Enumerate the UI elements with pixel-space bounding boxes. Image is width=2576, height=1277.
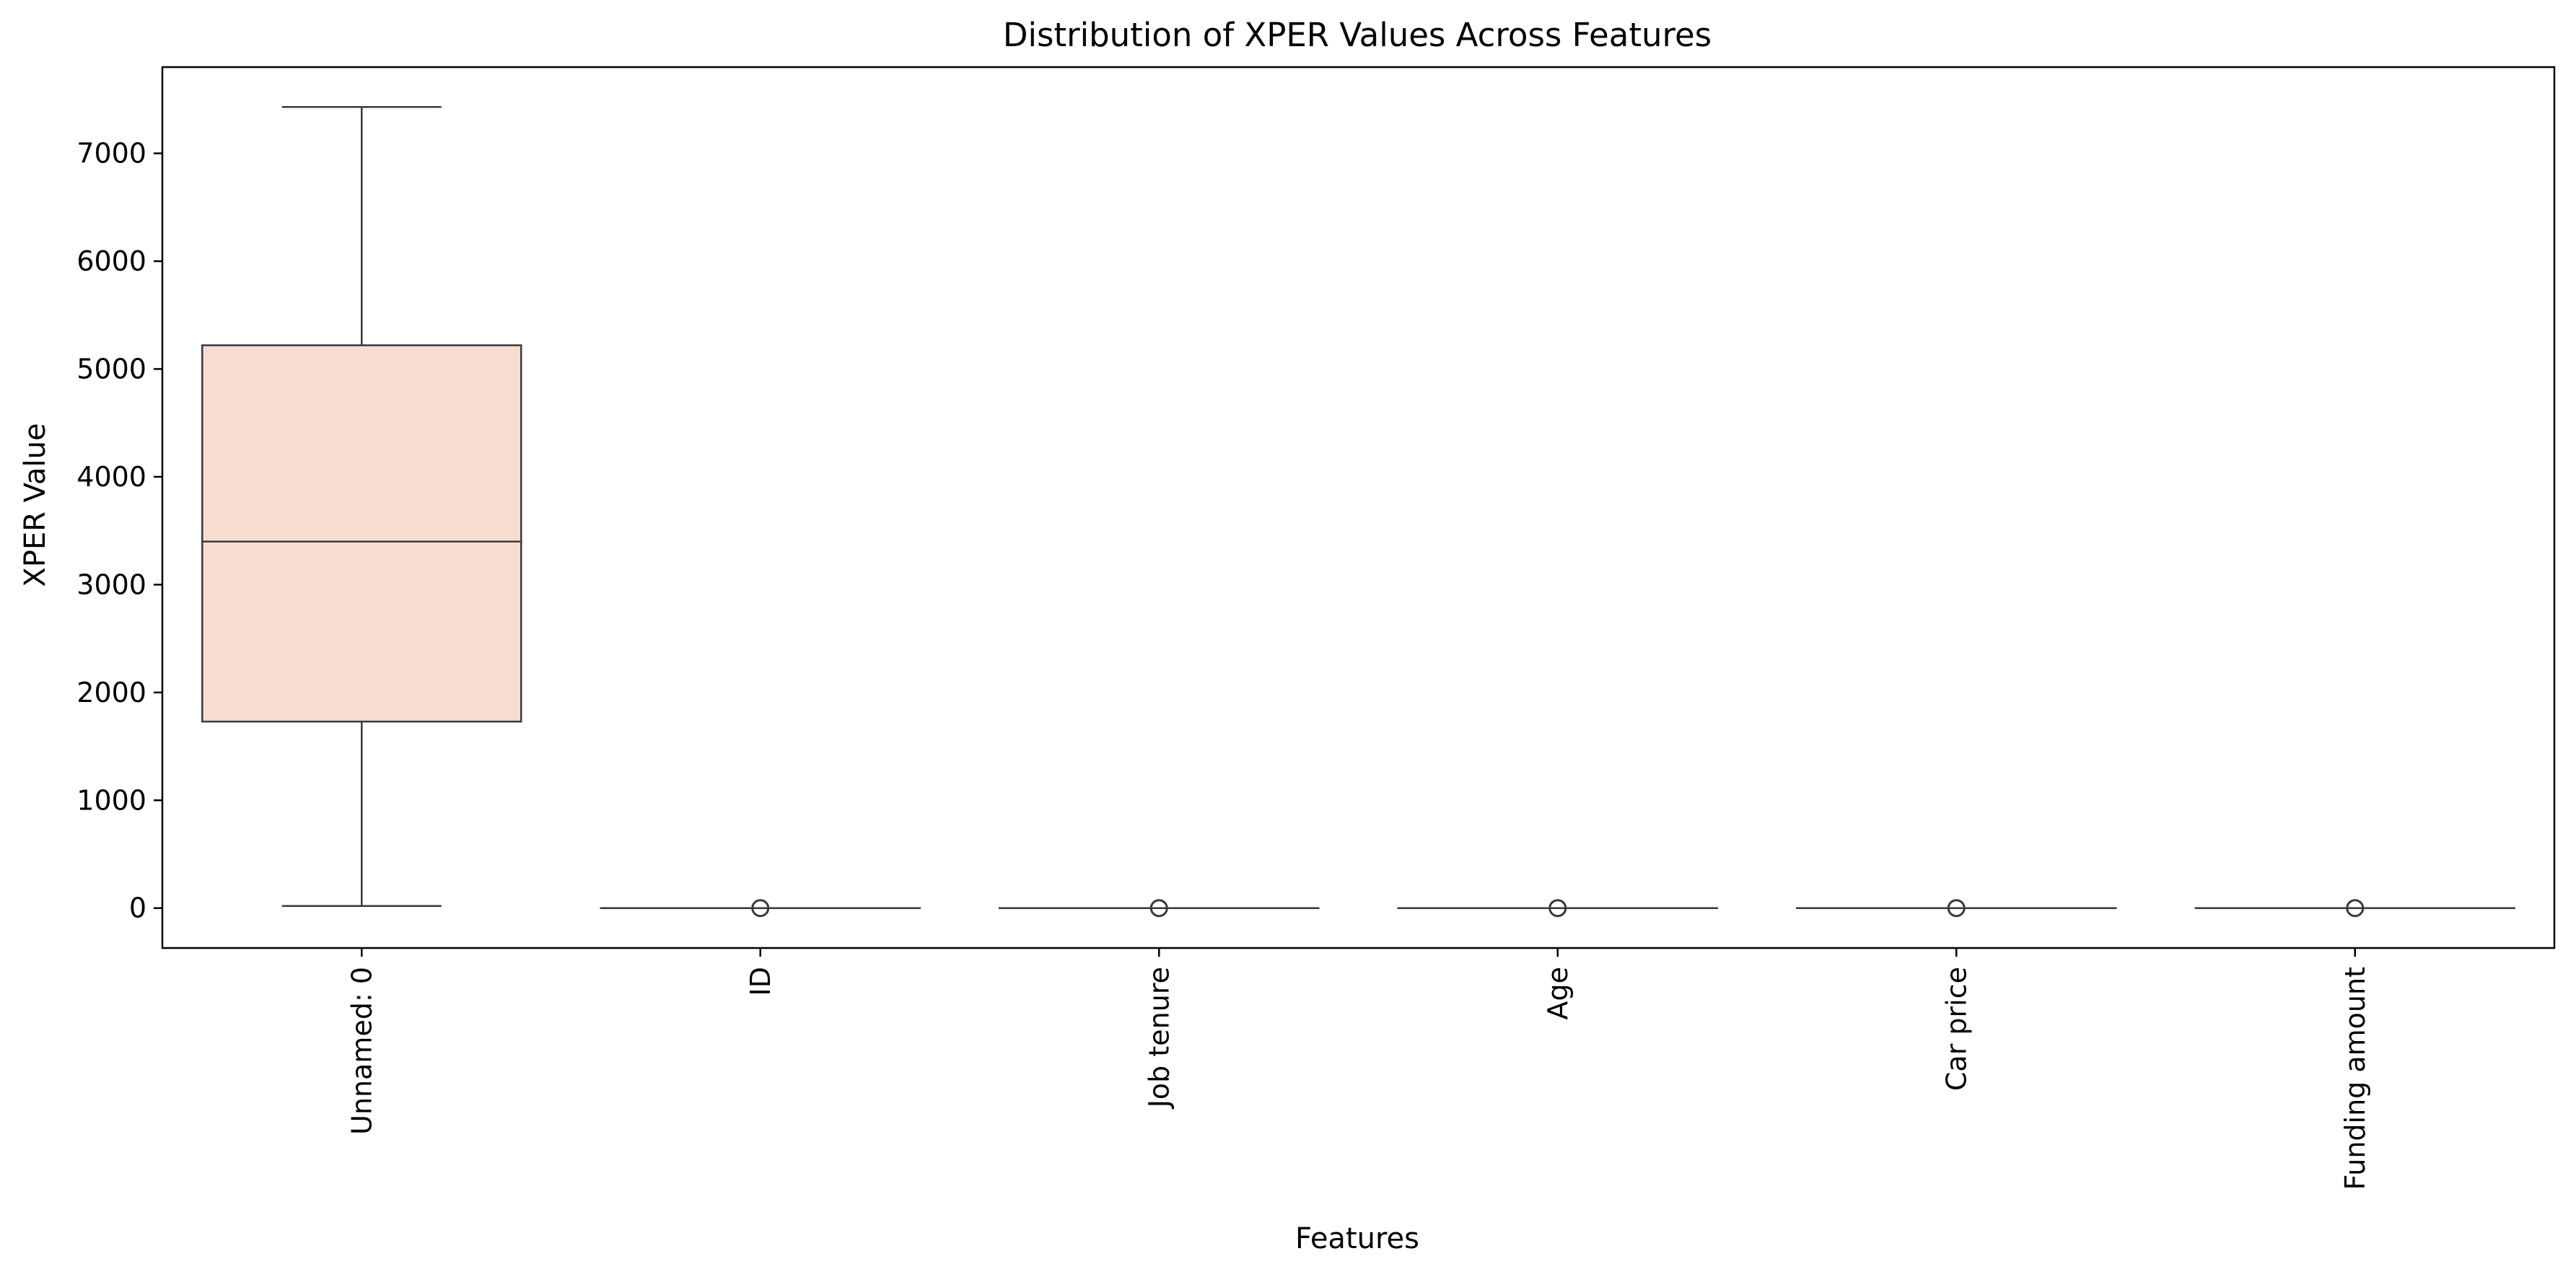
outlier-point: [1548, 899, 1567, 918]
y-tick-label: 4000: [76, 461, 146, 493]
outlier-point: [2346, 899, 2365, 918]
box-3: [1397, 899, 1718, 918]
outlier-point: [1149, 899, 1168, 918]
chart-title: Distribution of XPER Values Across Featu…: [1003, 16, 1712, 54]
y-tick-label: 5000: [76, 353, 146, 385]
y-tick-label: 1000: [76, 784, 146, 816]
plot-area: 0 1000 2000 3000 4000 5000 6000 7000 Unnamed: 0 I…: [76, 66, 2556, 1190]
x-tick-label: ID: [745, 967, 776, 996]
x-tick-label: Job tenure: [1143, 967, 1175, 1109]
iqr-box: [201, 344, 522, 723]
box-4: [1796, 899, 2117, 918]
box-1: [600, 899, 921, 918]
x-tick-label: Funding amount: [2339, 967, 2371, 1190]
y-tick-label: 6000: [76, 245, 146, 277]
y-tick-label: 0: [129, 892, 146, 924]
box-0: [201, 106, 522, 907]
box-2: [999, 899, 1320, 918]
y-tick-label: 7000: [76, 138, 146, 170]
y-axis-label: XPER Value: [19, 423, 52, 587]
box-5: [2194, 899, 2515, 918]
outlier-point: [1947, 899, 1966, 918]
y-tick-label: 3000: [76, 569, 146, 600]
x-tick-label: Car price: [1940, 967, 1972, 1091]
outlier-point: [751, 899, 770, 918]
x-tick-label: Age: [1542, 967, 1574, 1020]
y-tick-label: 2000: [76, 677, 146, 708]
x-axis-label: Features: [1295, 1222, 1419, 1255]
x-tick-label: Unnamed: 0: [346, 967, 377, 1135]
plot-frame: [161, 66, 2556, 949]
